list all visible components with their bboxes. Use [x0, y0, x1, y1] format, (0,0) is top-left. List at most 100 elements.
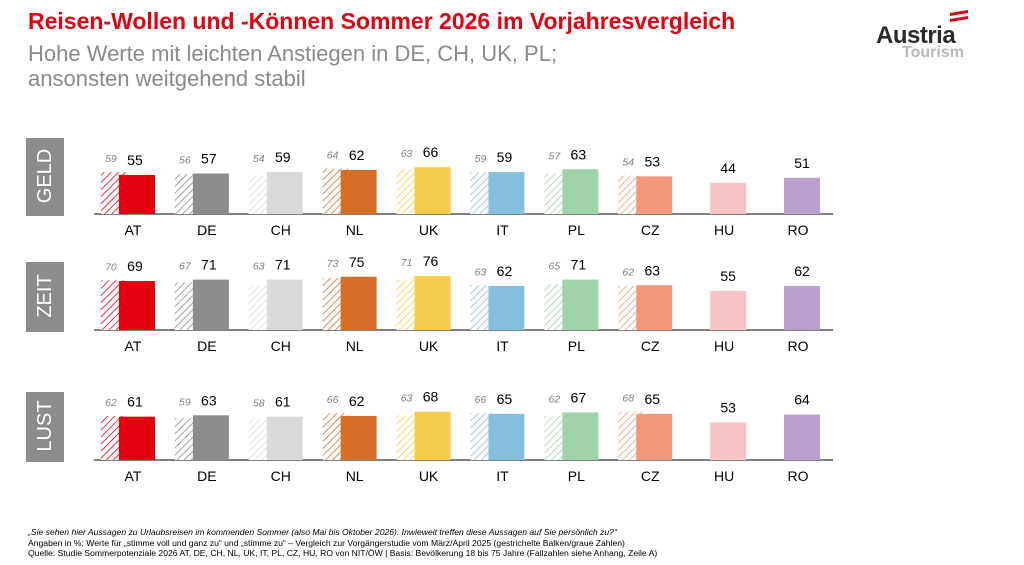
- category-label-CH: CH: [271, 468, 291, 484]
- bar-AT: [118, 174, 155, 214]
- prev-value-label-UK: 63: [401, 393, 413, 405]
- bar-DE: [192, 279, 229, 330]
- bar-NL: [340, 415, 377, 460]
- prev-value-label-CZ: 54: [622, 157, 634, 169]
- category-label-HU: HU: [714, 222, 734, 238]
- category-label-AT: AT: [125, 222, 142, 238]
- bar-CH: [266, 279, 303, 330]
- bar-CH: [266, 416, 303, 460]
- category-label-DE: DE: [197, 468, 216, 484]
- category-label-AT: AT: [125, 468, 142, 484]
- bar-PL: [562, 412, 599, 460]
- panel-label-text: LUST: [34, 400, 56, 451]
- prev-value-label-DE: 67: [179, 261, 192, 273]
- value-label-CZ: 53: [644, 153, 660, 169]
- value-label-AT: 55: [127, 152, 143, 168]
- bar-CH: [266, 172, 303, 214]
- category-label-RO: RO: [788, 222, 809, 238]
- category-label-NL: NL: [346, 222, 364, 238]
- value-label-PL: 67: [571, 389, 587, 405]
- panel-label-zeit: ZEIT: [26, 262, 64, 332]
- prev-value-label-CZ: 62: [622, 266, 634, 278]
- category-label-IT: IT: [496, 222, 509, 238]
- prev-value-label-AT: 62: [105, 397, 117, 409]
- panel-label-box: [26, 138, 64, 216]
- logo-subwordmark: Tourism: [902, 44, 964, 61]
- category-label-NL: NL: [346, 338, 364, 354]
- bar-CZ: [636, 285, 673, 330]
- value-label-CZ: 65: [644, 391, 660, 407]
- bar-NL: [340, 276, 377, 330]
- category-label-NL: NL: [346, 468, 364, 484]
- prev-value-label-NL: 64: [327, 150, 339, 162]
- bar-DE: [192, 415, 229, 460]
- value-label-UK: 76: [423, 253, 439, 269]
- value-label-HU: 55: [720, 268, 736, 284]
- prev-value-label-IT: 59: [475, 153, 487, 165]
- bar-RO: [784, 414, 821, 460]
- footnote-source: Quelle: Studie Sommerpotenziale 2026 AT,…: [28, 548, 658, 558]
- prev-value-label-DE: 59: [179, 396, 191, 408]
- value-label-IT: 62: [497, 263, 513, 279]
- bar-UK: [414, 167, 451, 214]
- value-label-PL: 71: [571, 257, 587, 273]
- footnote-note: Angaben in %; Werte für „stimme voll und…: [28, 537, 625, 548]
- value-label-NL: 75: [349, 254, 365, 270]
- value-label-RO: 62: [794, 263, 810, 279]
- bar-HU: [710, 182, 747, 214]
- prev-value-label-PL: 57: [549, 150, 562, 162]
- category-label-CZ: CZ: [641, 468, 660, 484]
- bar-IT: [488, 172, 525, 214]
- austria-tourism-logo: Austria Tourism: [872, 10, 992, 70]
- prev-value-label-NL: 73: [327, 258, 339, 270]
- category-label-CZ: CZ: [641, 338, 660, 354]
- prev-value-label-PL: 62: [549, 393, 561, 405]
- category-label-PL: PL: [568, 222, 585, 238]
- prev-value-label-CH: 58: [253, 398, 265, 410]
- bar-PL: [562, 279, 599, 330]
- value-label-DE: 57: [201, 151, 217, 167]
- value-label-DE: 63: [201, 392, 217, 408]
- prev-value-label-AT: 70: [105, 261, 117, 273]
- category-label-PL: PL: [568, 468, 585, 484]
- logo-wordmark: Austria: [876, 22, 956, 49]
- value-label-UK: 68: [423, 389, 439, 405]
- panel-label-text: GELD: [34, 149, 56, 203]
- category-label-HU: HU: [714, 338, 734, 354]
- flag-icon: [950, 10, 968, 22]
- value-label-IT: 65: [497, 391, 513, 407]
- bar-AT: [118, 416, 155, 460]
- slide-title: Reisen-Wollen und -Können Sommer 2026 im…: [28, 8, 736, 34]
- bar-UK: [414, 411, 451, 460]
- category-label-CZ: CZ: [641, 222, 660, 238]
- panel-label-text: ZEIT: [34, 274, 56, 317]
- bar-IT: [488, 285, 525, 330]
- panel-label-geld: GELD: [26, 138, 64, 216]
- footnote-question: „Sie sehen hier Aussagen zu Urlaubsreise…: [28, 527, 617, 537]
- value-label-AT: 61: [127, 394, 143, 410]
- value-label-RO: 64: [794, 392, 810, 408]
- panel-label-lust: LUST: [26, 392, 64, 462]
- value-label-CH: 71: [275, 257, 291, 273]
- bar-RO: [784, 285, 821, 330]
- category-label-CH: CH: [271, 338, 291, 354]
- prev-value-label-IT: 66: [475, 394, 487, 406]
- prev-value-label-DE: 56: [179, 155, 191, 167]
- value-label-AT: 69: [127, 258, 143, 274]
- prev-value-label-CZ: 68: [622, 393, 634, 405]
- bar-DE: [192, 173, 229, 214]
- bar-UK: [414, 276, 451, 330]
- value-label-RO: 51: [794, 155, 810, 171]
- prev-value-label-PL: 65: [549, 261, 561, 273]
- category-label-UK: UK: [419, 468, 439, 484]
- prev-value-label-UK: 71: [401, 257, 413, 269]
- value-label-DE: 71: [201, 257, 217, 273]
- category-label-UK: UK: [419, 338, 439, 354]
- prev-value-label-CH: 63: [253, 261, 265, 273]
- value-label-HU: 44: [720, 160, 736, 176]
- panel-label-box: [26, 262, 64, 332]
- prev-value-label-UK: 63: [401, 148, 413, 160]
- bar-AT: [118, 281, 155, 330]
- bar-NL: [340, 169, 377, 214]
